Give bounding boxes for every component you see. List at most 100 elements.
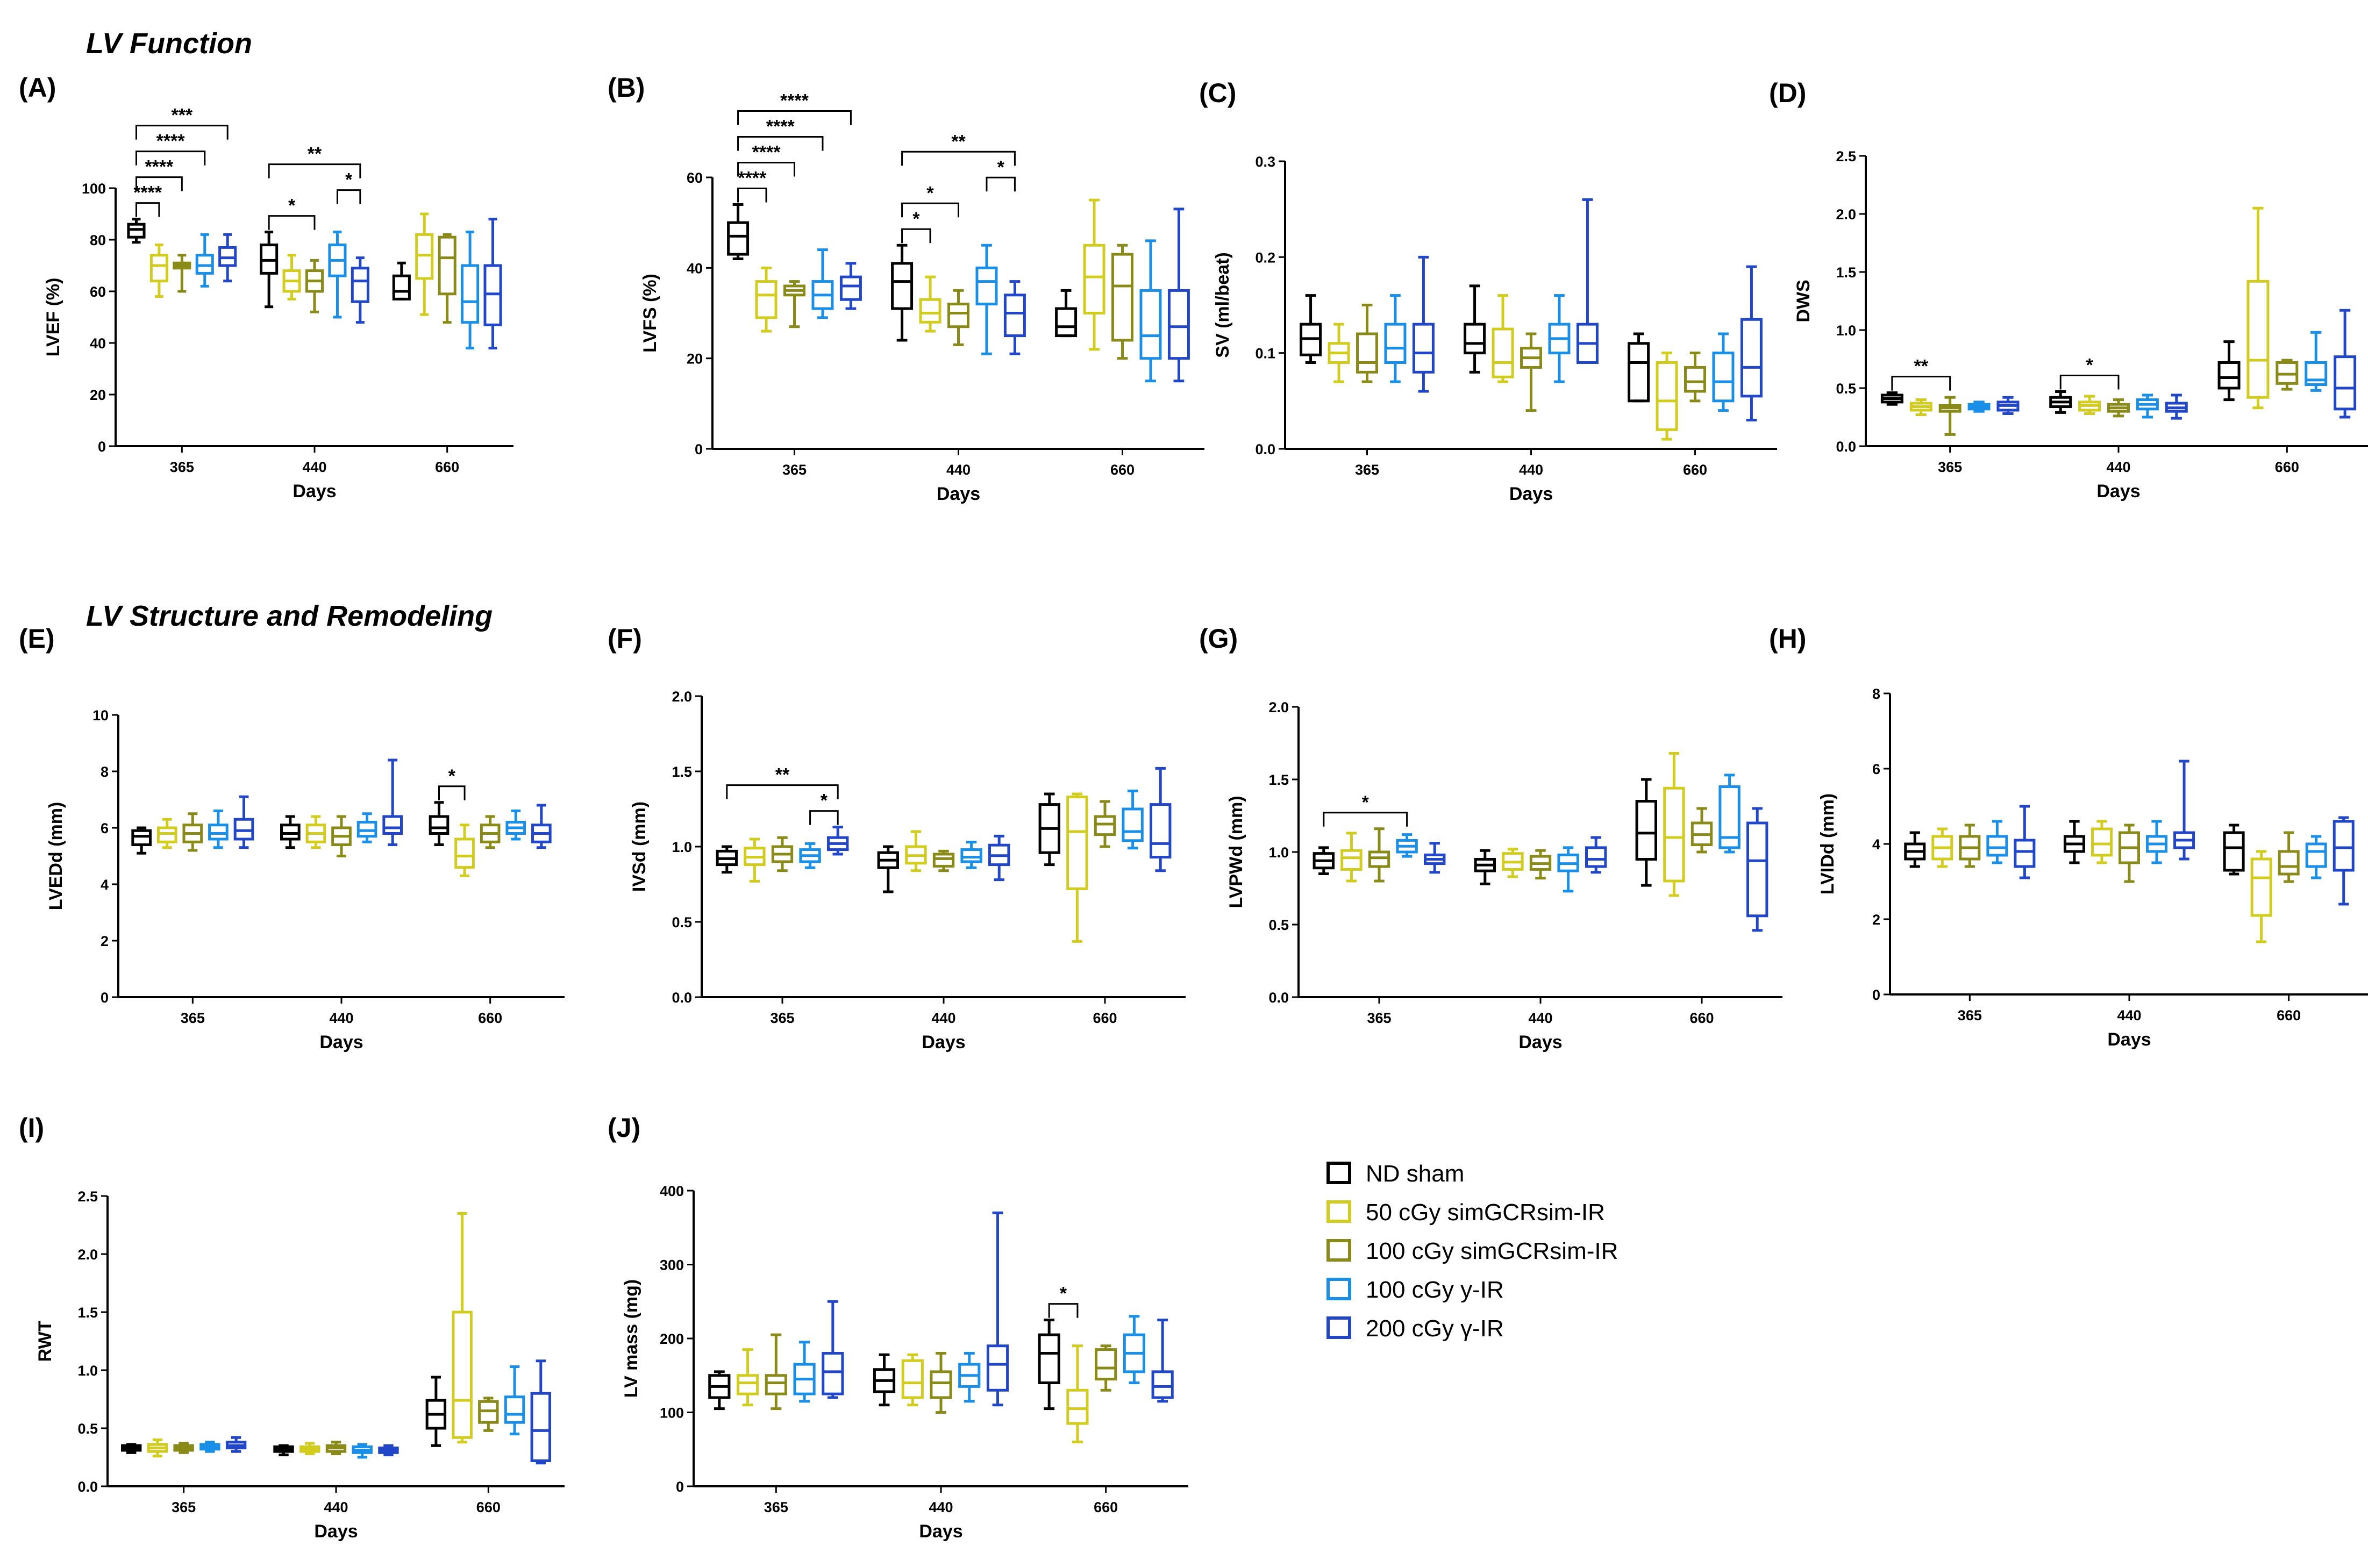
x-tick-label: 365 — [172, 1499, 196, 1515]
box-i-1-1 — [299, 1442, 320, 1456]
bracket-line — [438, 785, 466, 800]
significance-bracket: * — [986, 157, 1016, 192]
box-iqr — [1684, 366, 1706, 393]
box-b-4-1 — [1003, 280, 1026, 355]
box-h-4-1 — [2173, 760, 2195, 861]
box-iqr — [2334, 355, 2357, 411]
significance-label: **** — [145, 157, 174, 177]
box-b-0-0 — [727, 203, 750, 260]
box-iqr — [1656, 361, 1678, 431]
x-tick-label: 660 — [1689, 1010, 1714, 1026]
x-tick-label: 660 — [1093, 1010, 1117, 1026]
box-c-2-1 — [1520, 332, 1542, 412]
box-iqr — [986, 1344, 1009, 1392]
box-j-4-2 — [1151, 1319, 1174, 1403]
panel-label: (A) — [19, 73, 56, 103]
legend-label: 200 cGy γ-IR — [1366, 1315, 1504, 1342]
x-tick-label: 660 — [2275, 459, 2299, 475]
box-j-3-2 — [1123, 1315, 1146, 1384]
box-e-1-1 — [305, 815, 326, 849]
y-tick-label: 0 — [98, 439, 106, 455]
significance-label: * — [1362, 792, 1370, 813]
y-tick-label: 2 — [101, 933, 109, 949]
box-iqr — [891, 262, 914, 310]
y-tick-label: 2.0 — [1836, 206, 1856, 223]
box-d-4-1 — [2165, 393, 2188, 420]
y-tick-label: 1.0 — [77, 1363, 98, 1379]
box-j-4-0 — [822, 1300, 844, 1399]
box-g-3-1 — [1557, 846, 1579, 893]
panel-label: (F) — [608, 624, 642, 654]
y-tick-label: 60 — [687, 170, 703, 186]
y-tick-label: 0 — [695, 441, 703, 457]
y-tick-label: 2.0 — [672, 689, 692, 705]
box-h-0-1 — [2063, 820, 2085, 864]
significance-bracket: **** — [135, 131, 206, 166]
box-b-0-1 — [891, 244, 914, 342]
box-e-4-2 — [531, 804, 552, 849]
y-tick-label: 20 — [687, 351, 703, 367]
bracket-line — [809, 810, 839, 825]
box-iqr — [1663, 786, 1685, 883]
x-tick-label: 365 — [1367, 1010, 1391, 1026]
box-c-0-2 — [1628, 332, 1650, 403]
y-tick-label: 0.2 — [1255, 249, 1275, 266]
x-tick-label: 365 — [764, 1499, 788, 1515]
box-iqr — [454, 837, 475, 869]
x-tick-label: 365 — [1355, 462, 1379, 478]
y-axis-title: RWT — [35, 1320, 55, 1362]
x-axis-title: Days — [919, 1521, 962, 1542]
box-g-0-0 — [1313, 846, 1335, 875]
legend-label: ND sham — [1366, 1161, 1464, 1187]
box-d-2-1 — [2107, 398, 2130, 418]
box-g-1-2 — [1663, 751, 1685, 897]
box-j-1-2 — [1066, 1344, 1089, 1443]
legend-item: ND sham — [1326, 1161, 1464, 1187]
box-iqr — [208, 824, 229, 841]
legend-label: 100 cGy simGCRsim-IR — [1366, 1238, 1618, 1264]
x-tick-label: 440 — [1519, 462, 1543, 478]
box-f-4-2 — [1150, 767, 1172, 872]
box-j-2-1 — [930, 1352, 952, 1414]
y-tick-label: 4 — [101, 877, 109, 893]
y-tick-label: 20 — [90, 387, 106, 403]
box-d-4-2 — [2334, 309, 2357, 419]
box-iqr — [1412, 323, 1435, 374]
bracket-line — [1891, 376, 1951, 391]
y-axis-title: DWS — [1793, 280, 1814, 322]
y-tick-label: 2.5 — [1836, 148, 1856, 164]
significance-bracket: ** — [1891, 356, 1951, 391]
y-tick-label: 8 — [101, 764, 109, 780]
box-f-2-0 — [771, 836, 794, 872]
box-iqr — [351, 267, 369, 303]
box-iqr — [1038, 1333, 1060, 1384]
box-iqr — [1492, 327, 1514, 378]
legend-item: 50 cGy simGCRsim-IR — [1326, 1199, 1605, 1226]
chart-panel-h: (H) 0 2 4 6 8 LVIDd (mm) 365 440 660 Days — [1769, 624, 2368, 1050]
significance-bracket: **** — [135, 157, 183, 191]
box-iqr — [1986, 835, 2008, 857]
y-tick-label: 1.0 — [1268, 844, 1289, 861]
legend-label: 100 cGy y-IR — [1366, 1277, 1504, 1303]
box-f-3-0 — [799, 842, 821, 869]
y-tick-label: 0.0 — [1268, 990, 1289, 1006]
bracket-line — [135, 151, 206, 166]
x-tick-label: 365 — [782, 462, 807, 478]
box-c-0-1 — [1464, 284, 1486, 374]
box-iqr — [1055, 307, 1078, 338]
significance-label: **** — [780, 91, 809, 111]
box-f-4-0 — [827, 826, 849, 856]
box-f-1-1 — [905, 830, 927, 872]
x-tick-label: 660 — [1110, 462, 1135, 478]
box-h-2-0 — [1959, 824, 1981, 868]
significance-bracket: * — [1048, 1284, 1079, 1318]
significance-label: **** — [133, 183, 162, 203]
box-h-0-0 — [1904, 831, 1926, 868]
box-f-2-1 — [932, 849, 955, 872]
box-g-4-0 — [1424, 842, 1446, 874]
box-iqr — [1628, 342, 1650, 403]
section-title-lv-function: LV Function — [86, 27, 252, 60]
y-tick-label: 40 — [90, 335, 106, 352]
box-iqr — [1712, 352, 1735, 403]
